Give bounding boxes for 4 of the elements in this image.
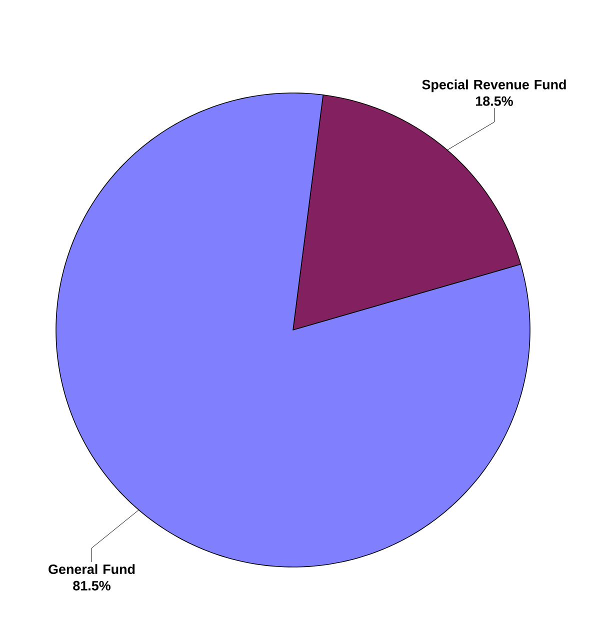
slice-label: Special Revenue Fund — [422, 80, 566, 92]
slice-label: General Fund — [48, 564, 135, 574]
data-label: 18.5% — [476, 96, 513, 106]
data-label: 81.5% — [73, 580, 110, 590]
